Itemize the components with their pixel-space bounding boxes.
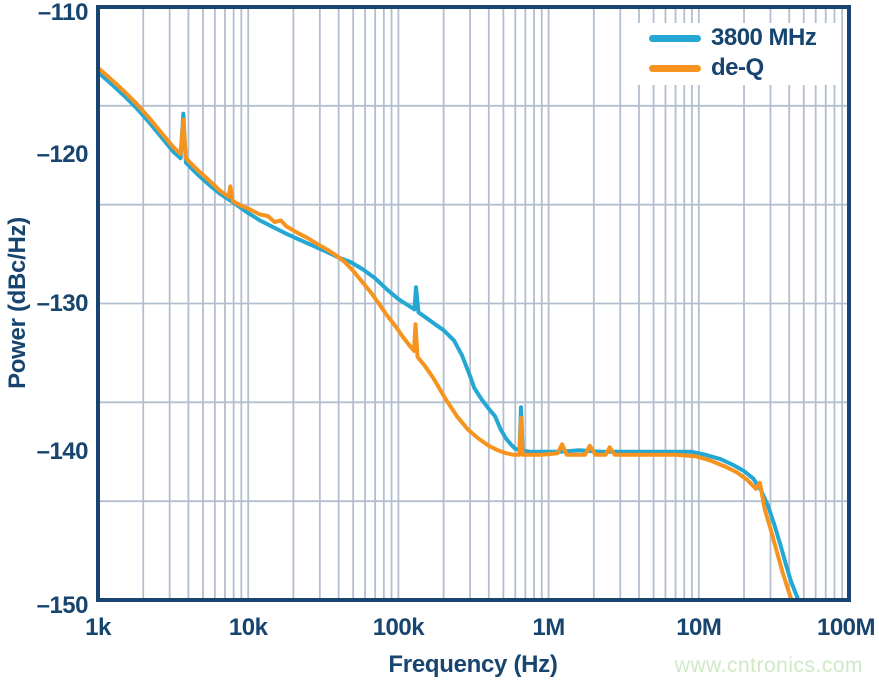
legend-item-3800mhz: 3800 MHz bbox=[649, 25, 837, 51]
series-line-3800-mhz bbox=[98, 70, 801, 600]
y-tick-label: –110 bbox=[37, 0, 89, 26]
x-tick-label: 1M bbox=[532, 614, 565, 641]
y-tick-label: –130 bbox=[36, 289, 89, 317]
legend-label-3800mhz: 3800 MHz bbox=[711, 24, 817, 51]
x-tick-label: 10k bbox=[228, 614, 268, 641]
series-curves bbox=[98, 65, 801, 600]
x-axis-title: Frequency (Hz) bbox=[388, 651, 558, 678]
plot-border bbox=[96, 5, 851, 602]
y-axis-title: Power (dBc/Hz) bbox=[4, 217, 31, 389]
x-tick-label: 100M bbox=[816, 614, 876, 641]
y-tick-label: –150 bbox=[36, 592, 89, 619]
y-tick-label: –120 bbox=[36, 141, 89, 169]
series-line-de-q bbox=[98, 65, 794, 600]
x-tick-label: 100k bbox=[372, 614, 425, 641]
x-tick-label: 1k bbox=[85, 614, 111, 641]
watermark: www.cntronics.com bbox=[674, 654, 863, 677]
legend-swatch-3800mhz bbox=[649, 34, 701, 42]
x-tick-label: 10M bbox=[676, 614, 722, 641]
legend-swatch-de-q bbox=[649, 64, 701, 72]
legend: 3800 MHz de-Q bbox=[637, 23, 837, 85]
legend-label-de-q: de-Q bbox=[711, 54, 764, 81]
grid-lines bbox=[98, 7, 849, 600]
legend-item-de-q: de-Q bbox=[649, 55, 837, 81]
y-tick-label: –140 bbox=[36, 437, 89, 465]
